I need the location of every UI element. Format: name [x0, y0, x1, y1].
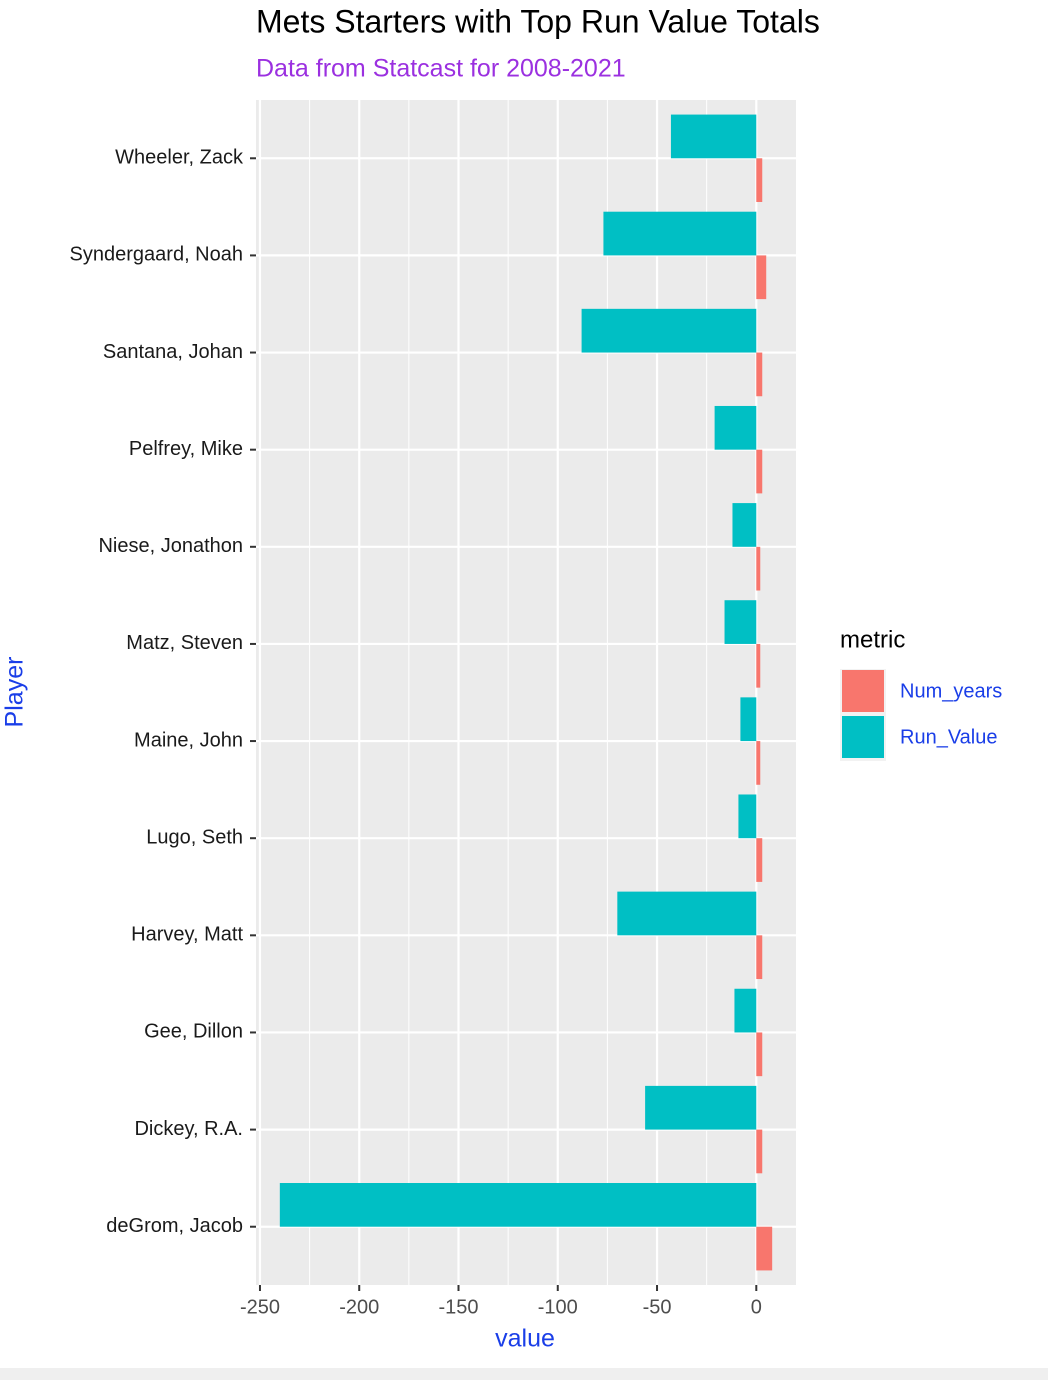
y-tick-label: Santana, Johan	[103, 341, 243, 363]
x-tick-label: -250	[240, 1296, 280, 1318]
y-tick-label: Gee, Dillon	[144, 1021, 243, 1043]
bar	[617, 891, 757, 936]
bar	[756, 741, 761, 785]
bar	[756, 1226, 773, 1271]
bar	[714, 405, 757, 450]
bar	[756, 255, 767, 300]
bar	[756, 449, 763, 494]
y-tick-label: Lugo, Seth	[146, 826, 243, 848]
bar	[581, 308, 757, 353]
y-tick-label: deGrom, Jacob	[106, 1215, 243, 1237]
bar	[756, 935, 763, 980]
bar	[724, 600, 757, 644]
window-edge	[0, 1368, 1048, 1380]
bar	[756, 1032, 763, 1077]
bar	[645, 1085, 757, 1130]
bar	[740, 697, 757, 742]
chart-title: Mets Starters with Top Run Value Totals	[256, 3, 820, 39]
bar	[756, 546, 761, 591]
bar	[756, 838, 763, 882]
y-tick-label: Syndergaard, Noah	[70, 244, 243, 266]
y-tick-label: Matz, Steven	[126, 632, 243, 654]
legend-title: metric	[840, 626, 905, 653]
legend-key	[842, 670, 884, 712]
chart-subtitle: Data from Statcast for 2008-2021	[256, 55, 626, 83]
y-tick-label: Pelfrey, Mike	[129, 438, 243, 460]
y-tick-label: Maine, John	[134, 729, 243, 751]
bar	[603, 211, 757, 256]
bar	[279, 1183, 757, 1227]
legend-label: Num_years	[900, 680, 1002, 702]
bar	[732, 503, 757, 547]
bar	[756, 643, 761, 688]
x-axis-title: value	[495, 1325, 555, 1353]
legend-key	[842, 716, 884, 758]
bar	[756, 158, 763, 202]
y-axis-title: Player	[1, 657, 29, 728]
x-tick-label: -100	[538, 1296, 578, 1318]
y-tick-label: Dickey, R.A.	[134, 1118, 243, 1140]
x-tick-label: -200	[339, 1296, 379, 1318]
x-tick-label: -50	[643, 1296, 672, 1318]
y-tick-label: Niese, Jonathon	[98, 535, 243, 557]
bar	[756, 1129, 763, 1174]
x-tick-label: -150	[438, 1296, 478, 1318]
bar	[670, 114, 757, 159]
bar	[734, 988, 757, 1033]
y-tick-label: Wheeler, Zack	[115, 147, 244, 169]
bar	[738, 794, 757, 839]
x-tick-label: 0	[751, 1296, 762, 1318]
y-tick-label: Harvey, Matt	[131, 924, 243, 946]
legend-label: Run_Value	[900, 726, 997, 748]
bar	[756, 352, 763, 397]
